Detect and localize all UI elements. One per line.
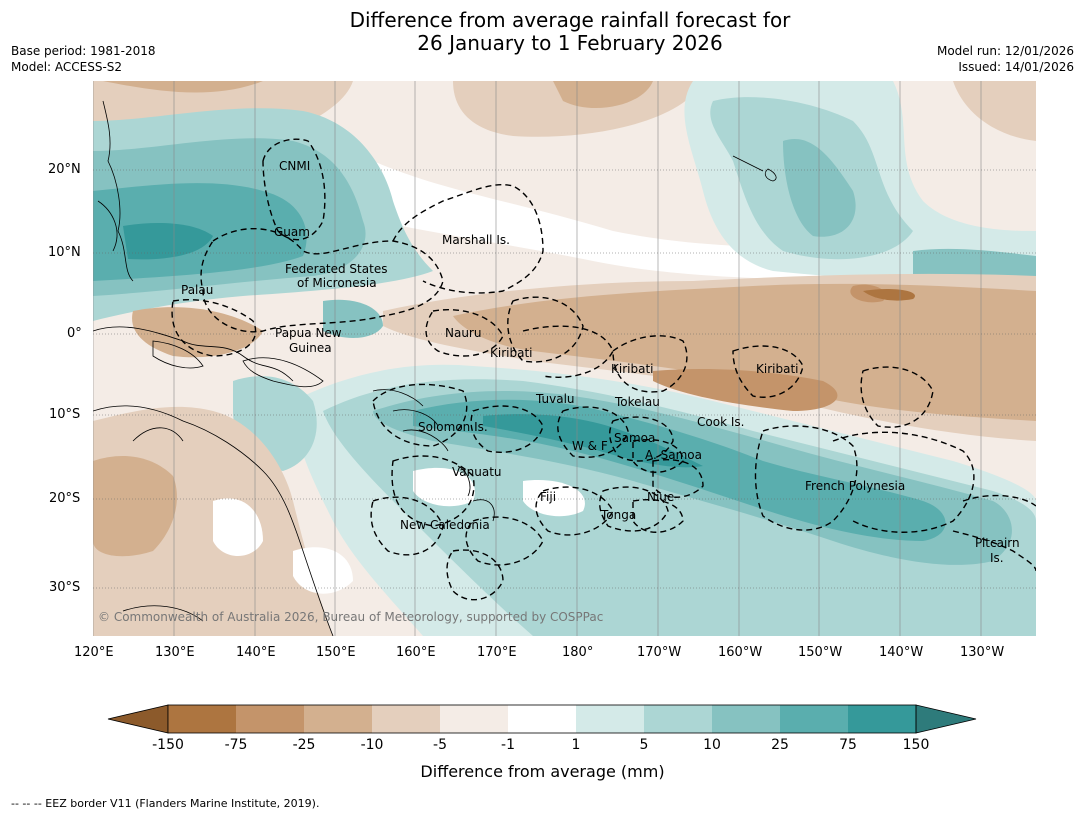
region-label-kiribati-east: Kiribati	[756, 362, 798, 376]
lon-tick-150w: 150°W	[798, 645, 843, 660]
region-label-wf: W & F	[572, 439, 608, 453]
colorbar-segment-1	[168, 705, 236, 733]
region-label-palau: Palau	[181, 283, 213, 297]
colorbar-label-neg5: -5	[433, 737, 447, 753]
eez-footnote: -- -- -- EEZ border V11 (Flanders Marine…	[11, 797, 320, 810]
lon-tick-130e: 130°E	[155, 645, 195, 660]
colorbar-segment-11	[848, 705, 916, 733]
eez-borders	[171, 138, 1036, 601]
region-label-samoa: Samoa	[614, 431, 655, 445]
region-label-pitcairn-1: Pitcairn	[975, 536, 1020, 550]
colorbar	[107, 704, 977, 734]
colorbar-label-75: 75	[839, 737, 857, 753]
region-label-tuvalu: Tuvalu	[535, 392, 575, 406]
region-label-pitcairn-2: Is.	[990, 551, 1004, 565]
colorbar-label-10: 10	[703, 737, 721, 753]
region-label-fsm-1: Federated States	[285, 262, 387, 276]
colorbar-label-neg25: -25	[292, 737, 316, 753]
region-label-tonga: Tonga	[600, 508, 636, 522]
rainfall-map: CNMI Guam Marshall Is. Federated States …	[93, 81, 1036, 636]
region-label-french-polynesia: French Polynesia	[805, 479, 905, 493]
lon-tick-130w: 130°W	[960, 645, 1005, 660]
colorbar-segment-2	[236, 705, 304, 733]
colorbar-arrow-right	[915, 704, 977, 734]
region-label-cnmi: CNMI	[279, 159, 310, 173]
model-run-text: Model run: 12/01/2026	[936, 44, 1074, 58]
lon-tick-160e: 160°E	[396, 645, 436, 660]
lat-tick-10s: 10°S	[49, 407, 81, 422]
colorbar-segment-6	[508, 705, 576, 733]
colorbar-segment-8	[644, 705, 712, 733]
coastlines	[93, 100, 777, 636]
region-label-png-1: Papua New	[275, 326, 342, 340]
colorbar-segment-5	[440, 705, 508, 733]
colorbar-label-neg1: -1	[501, 737, 515, 753]
region-label-marshall: Marshall Is.	[442, 233, 510, 247]
region-label-cook: Cook Is.	[697, 415, 744, 429]
colorbar-label-25: 25	[771, 737, 789, 753]
colorbar-label-1: 1	[571, 737, 581, 753]
colorbar-segment-7	[576, 705, 644, 733]
colorbar-label-neg10: -10	[360, 737, 384, 753]
lat-tick-30s: 30°S	[49, 580, 81, 595]
region-label-png-2: Guinea	[289, 341, 332, 355]
copyright-text: © Commonwealth of Australia 2026, Bureau…	[98, 610, 603, 624]
region-label-asamoa: A. Samoa	[645, 448, 702, 462]
region-label-fsm-2: of Micronesia	[297, 276, 377, 290]
region-labels: CNMI Guam Marshall Is. Federated States …	[181, 159, 1020, 565]
region-label-new-caledonia: New Caledonia	[400, 518, 490, 532]
region-label-fiji: Fiji	[540, 490, 556, 504]
colorbar-arrow-left	[107, 704, 169, 734]
colorbar-label-neg150: -150	[152, 737, 184, 753]
model-text: Model: ACCESS-S2	[11, 60, 123, 74]
lon-tick-120e: 120°E	[74, 645, 114, 660]
colorbar-segment-4	[372, 705, 440, 733]
lon-tick-160w: 160°W	[718, 645, 763, 660]
colorbar-label-5: 5	[639, 737, 649, 753]
region-label-vanuatu: Vanuatu	[452, 465, 502, 479]
region-label-tokelau: Tokelau	[614, 395, 660, 409]
lon-tick-140w: 140°W	[879, 645, 924, 660]
longitude-gridlines	[93, 81, 982, 636]
region-label-nauru: Nauru	[445, 326, 481, 340]
colorbar-segment-9	[712, 705, 780, 733]
region-label-kiribati-west: Kiribati	[490, 346, 532, 360]
colorbar-label-neg75: -75	[224, 737, 248, 753]
lat-tick-20n: 20°N	[48, 162, 81, 177]
map-title-line2: 26 January to 1 February 2026	[417, 31, 723, 55]
colorbar-title: Difference from average (mm)	[420, 762, 665, 781]
lat-tick-0: 0°	[67, 326, 82, 341]
region-label-niue: Niue	[647, 490, 674, 504]
base-period-text: Base period: 1981-2018	[11, 44, 156, 58]
region-label-solomon: Solomon Is.	[418, 420, 488, 434]
region-label-kiribati-central: Kiribati	[611, 362, 653, 376]
lon-tick-150e: 150°E	[316, 645, 356, 660]
latitude-gridlines	[93, 169, 1036, 589]
lat-tick-20s: 20°S	[49, 491, 81, 506]
colorbar-segment-10	[780, 705, 848, 733]
colorbar-label-150: 150	[902, 737, 930, 753]
issued-text: Issued: 14/01/2026	[958, 60, 1074, 74]
lon-tick-180: 180°	[562, 645, 594, 660]
lon-tick-170e: 170°E	[477, 645, 517, 660]
colorbar-segment-3	[304, 705, 372, 733]
lat-tick-10n: 10°N	[48, 245, 81, 260]
map-title-line1: Difference from average rainfall forecas…	[349, 8, 791, 32]
region-label-guam: Guam	[274, 225, 310, 239]
lon-tick-170w: 170°W	[637, 645, 682, 660]
lon-tick-140e: 140°E	[236, 645, 276, 660]
